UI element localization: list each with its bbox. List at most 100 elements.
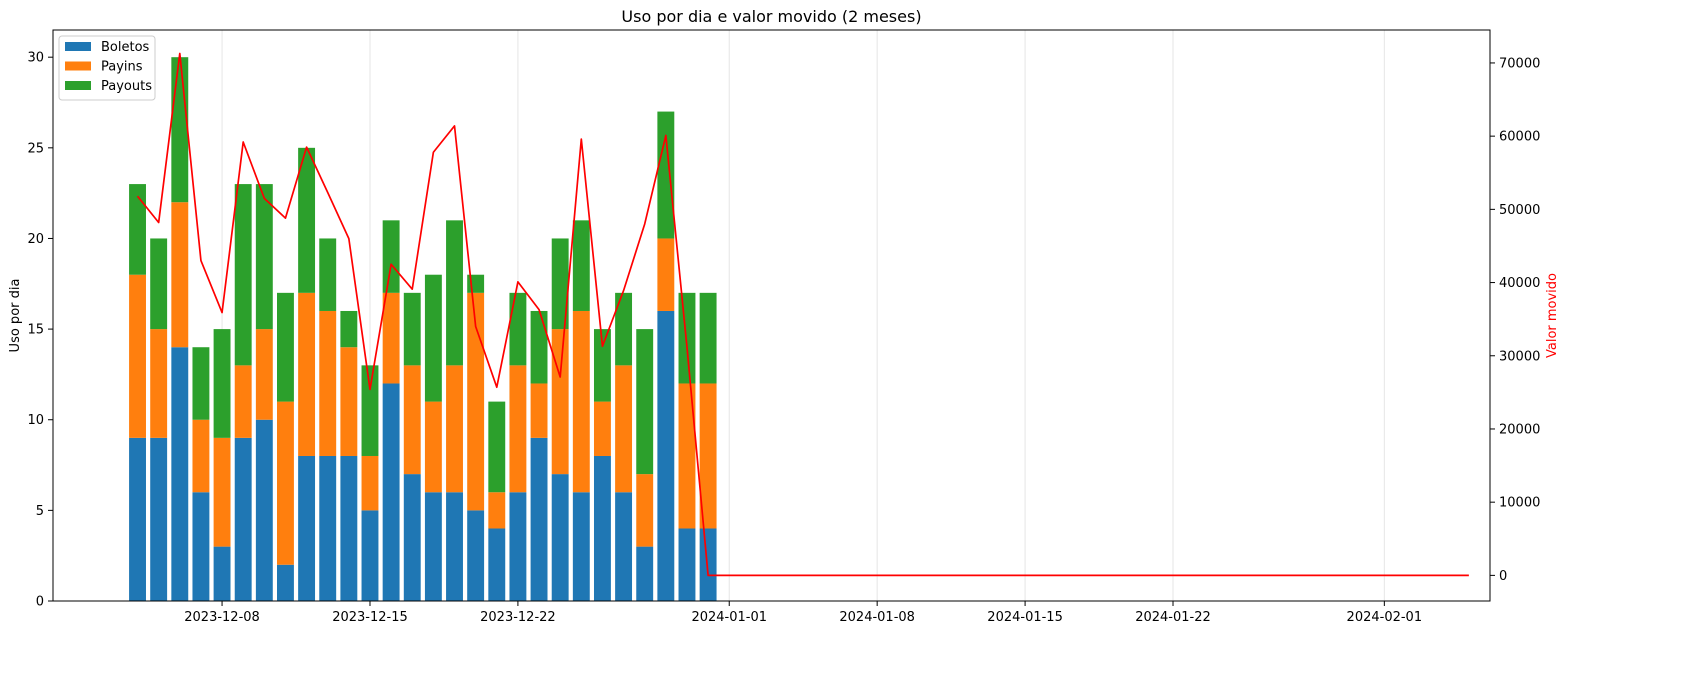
x-tick-label: 2024-01-22 [1135, 610, 1211, 625]
bar-boletos [298, 455, 316, 601]
bar-payouts [699, 292, 717, 384]
y2-tick-label: 50000 [1499, 203, 1540, 218]
bar-payouts [298, 147, 316, 293]
bar-payins [340, 347, 358, 456]
bar-payins [129, 274, 146, 438]
bar-payins [509, 365, 527, 493]
bar-payouts [678, 292, 696, 384]
bar-payins [150, 329, 168, 438]
bar-payins [298, 292, 316, 456]
bar-payins [699, 383, 717, 529]
y2-tick-label: 0 [1499, 569, 1507, 584]
bar-boletos [636, 546, 654, 601]
bar-boletos [678, 528, 696, 601]
bar-payins [171, 202, 189, 348]
y2-tick-label: 20000 [1499, 422, 1540, 437]
y-tick-label: 10 [27, 413, 44, 428]
bar-payins [213, 437, 231, 547]
bar-boletos [593, 455, 611, 601]
bar-payouts [192, 347, 210, 420]
bar-boletos [467, 510, 485, 601]
y-tick-label: 20 [27, 232, 44, 247]
bar-boletos [530, 437, 548, 601]
legend-swatch-boletos [65, 42, 91, 51]
bar-boletos [446, 492, 463, 601]
bar-payins [361, 455, 379, 511]
bar-boletos [319, 455, 337, 601]
bar-payins [234, 365, 252, 438]
bar-payins [382, 292, 400, 384]
bar-boletos [657, 310, 675, 601]
bar-payins [678, 383, 696, 529]
x-tick-label: 2024-01-01 [691, 610, 767, 625]
legend: Boletos Payins Payouts [58, 35, 156, 101]
bar-payouts [382, 220, 400, 293]
bar-boletos [551, 474, 569, 601]
bar-payouts [615, 292, 633, 366]
bar-payouts [593, 329, 611, 402]
legend-swatch-payins [65, 61, 91, 71]
bar-payouts [319, 238, 337, 311]
bar-payouts [150, 238, 168, 330]
y-tick-label: 0 [36, 595, 44, 610]
bar-boletos [509, 492, 527, 601]
bar-payins [572, 310, 590, 493]
bar-payouts [572, 220, 590, 311]
y-axis-right: 0 10000 20000 30000 40000 50000 60000 70000 [1490, 56, 1540, 584]
bar-boletos [171, 347, 189, 601]
x-axis: 2023-12-08 2023-12-15 2023-12-22 2024-01-01… [184, 601, 1422, 625]
chart-title: Uso por dia e valor movido (2 meses) [621, 7, 921, 26]
bar-payins [593, 401, 611, 456]
x-tick-label: 2024-01-15 [987, 610, 1063, 625]
bar-payouts [636, 329, 654, 475]
bar-payouts [361, 365, 379, 456]
bar-payouts [340, 310, 358, 348]
bar-boletos [192, 492, 210, 601]
y-tick-label: 15 [27, 323, 44, 338]
y2-tick-label: 30000 [1499, 349, 1540, 364]
bar-boletos [488, 528, 506, 601]
bar-payins [551, 329, 569, 475]
valor-line-layer [136, 52, 1469, 577]
plot-frame [52, 29, 1491, 602]
bar-boletos [615, 492, 633, 601]
bar-payouts [530, 310, 548, 384]
bar-payouts [129, 184, 146, 275]
bar-boletos [424, 492, 442, 601]
bar-boletos [699, 528, 717, 601]
y-tick-label: 25 [27, 141, 44, 156]
bar-payouts [509, 292, 527, 366]
y2-tick-label: 70000 [1499, 56, 1540, 71]
bar-payouts [171, 57, 189, 203]
bar-payins [319, 310, 337, 456]
bar-payins [657, 238, 675, 311]
bar-payins [446, 365, 463, 493]
bar-boletos [213, 546, 231, 601]
y-tick-label: 30 [27, 51, 44, 66]
bar-boletos [572, 492, 590, 601]
valor-movido-line [136, 52, 1469, 577]
bar-boletos [277, 564, 294, 601]
legend-label-boletos: Boletos [101, 40, 150, 55]
x-tick-label: 2023-12-08 [184, 610, 260, 625]
bar-boletos [255, 419, 273, 601]
bar-boletos [234, 437, 252, 601]
legend-label-payouts: Payouts [101, 79, 152, 94]
bar-payouts [446, 220, 463, 366]
bar-payouts [403, 292, 421, 366]
bar-payouts [234, 184, 252, 366]
x-tick-label: 2024-01-08 [839, 610, 915, 625]
bar-boletos [361, 510, 379, 601]
y2-axis-label: Valor movido [1545, 273, 1560, 358]
legend-label-payins: Payins [101, 60, 143, 75]
bar-payins [192, 419, 210, 493]
bar-payouts [488, 401, 506, 493]
bar-boletos [150, 437, 168, 601]
bar-boletos [382, 383, 400, 601]
x-tick-label: 2024-02-01 [1347, 610, 1423, 625]
bar-payouts [551, 238, 569, 330]
bar-payouts [424, 274, 442, 402]
bar-payouts [657, 111, 675, 239]
y2-tick-label: 60000 [1499, 130, 1540, 145]
